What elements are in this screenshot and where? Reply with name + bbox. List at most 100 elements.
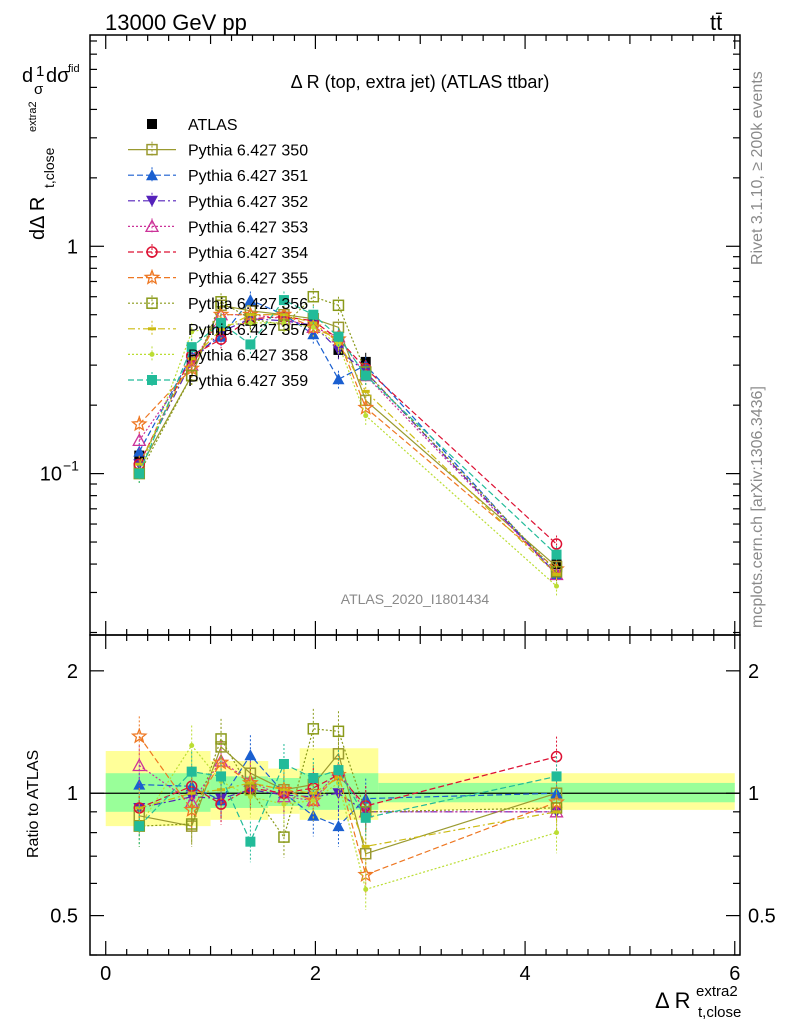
plot-title-text: Δ R (top, extra jet) (ATLAS ttbar) — [291, 72, 550, 92]
ratio-y-axis-label: Ratio to ATLAS — [25, 750, 42, 858]
ratio-y-tick-label: 0.5 — [50, 906, 78, 928]
ratio-line-3 — [138, 760, 557, 813]
legend-label: Pythia 6.427 351 — [188, 168, 308, 185]
legend-item-1: Pythia 6.427 350 — [128, 141, 308, 160]
y-tick-label: 1 — [67, 236, 78, 258]
legend-item-8: Pythia 6.427 357 — [128, 320, 308, 339]
data-point — [363, 413, 369, 419]
data-point — [307, 290, 320, 303]
ratio-point — [134, 821, 145, 832]
data-point — [185, 369, 198, 382]
header-energy-label: 13000 GeV pp — [105, 10, 247, 35]
series-line-7 — [138, 296, 557, 573]
data-point — [245, 339, 256, 350]
legend-marker — [149, 351, 155, 357]
ratio-point — [216, 771, 227, 782]
main-y-axis-label: d 1 σ dσ fid — [22, 63, 80, 98]
legend-marker — [146, 143, 158, 156]
ratio-point — [333, 765, 344, 776]
data-point — [308, 309, 319, 320]
legend-label: Pythia 6.427 357 — [188, 322, 308, 339]
ratio-point — [363, 886, 369, 892]
legend-label: Pythia 6.427 359 — [188, 373, 308, 390]
header-process-label: tt̄ — [710, 10, 722, 35]
legend-item-3: Pythia 6.427 352 — [128, 192, 308, 211]
data-point — [360, 370, 371, 381]
ylabel-top-dsigma: dσ — [46, 65, 70, 87]
ylabel-bottom-sub: t,close — [41, 147, 57, 188]
legend-marker — [147, 119, 157, 129]
legend-marker — [144, 219, 160, 233]
data-point — [216, 317, 227, 328]
ratio-point — [244, 749, 257, 761]
main-plot: 10 −1 1 — [40, 34, 741, 636]
series-line-3 — [138, 318, 557, 575]
ratio-point — [554, 830, 560, 836]
legend-label: Pythia 6.427 355 — [188, 271, 308, 288]
legend-marker — [146, 169, 158, 181]
data-point — [247, 320, 253, 326]
data-point — [187, 357, 196, 361]
legend-item-10: Pythia 6.427 359 — [128, 372, 308, 390]
ylabel-bottom: dΔ R — [27, 197, 49, 240]
legend-label: Pythia 6.427 352 — [188, 194, 308, 211]
legend-item-6: Pythia 6.427 355 — [128, 268, 308, 288]
x-tick-label: 6 — [729, 963, 740, 985]
ratio-point — [361, 844, 370, 848]
ratio-point — [189, 743, 195, 749]
xlabel-main: Δ R — [655, 988, 690, 1013]
ylabel-top-sigma: σ — [34, 81, 44, 98]
data-point — [361, 389, 370, 393]
legend-marker — [147, 375, 157, 385]
data-point — [552, 572, 561, 576]
ratio-point — [552, 810, 561, 814]
data-point — [304, 318, 322, 335]
ratio-point — [245, 836, 256, 847]
data-point — [132, 433, 147, 447]
mcplots-source-label: mcplots.cern.ch [arXiv:1306.3436] — [749, 386, 766, 628]
ratio-point — [132, 758, 147, 772]
ratio-point — [281, 801, 287, 807]
legend-marker — [146, 195, 158, 207]
legend-label: Pythia 6.427 358 — [188, 347, 308, 364]
legend-label: ATLAS — [188, 117, 238, 134]
ratio-point — [332, 788, 345, 800]
x-tick-label: 0 — [100, 963, 111, 985]
data-point — [281, 320, 287, 326]
ratio-point — [246, 781, 255, 785]
ratio-point — [247, 794, 253, 800]
data-point — [133, 445, 146, 457]
series-10 — [134, 291, 562, 564]
ratio-series-8 — [136, 725, 560, 910]
ratio-point — [308, 773, 319, 784]
ylabel-bottom-sup: extra2 — [27, 101, 39, 132]
data-point — [357, 398, 375, 415]
legend-marker — [146, 297, 158, 309]
ratio-frame — [89, 634, 741, 956]
legend-item-9: Pythia 6.427 358 — [128, 346, 308, 364]
ratio-point — [278, 758, 289, 769]
ratio-point — [334, 776, 343, 780]
legend-item-4: Pythia 6.427 353 — [128, 218, 308, 236]
data-point — [551, 549, 562, 560]
series-5 — [133, 308, 563, 554]
data-point — [244, 294, 257, 306]
data-point — [186, 342, 197, 353]
x-tick-label: 2 — [310, 963, 321, 985]
ratio-point — [215, 733, 227, 745]
legend-label: Pythia 6.427 350 — [188, 143, 308, 160]
plot-title: Δ R (top, extra jet) (ATLAS ttbar) — [291, 72, 550, 92]
legend-marker — [146, 246, 158, 258]
data-point — [241, 305, 259, 322]
ratio-point — [360, 812, 371, 823]
analysis-watermark: ATLAS_2020_I1801434 — [341, 591, 490, 607]
ratio-point — [187, 791, 196, 795]
ratio-point — [130, 727, 148, 744]
data-point — [554, 583, 560, 589]
ratio-point — [332, 820, 345, 832]
ratio-plot: 0 2 4 6 0.5 0.5 1 1 2 2 — [50, 634, 776, 985]
legend-marker — [148, 327, 156, 331]
ratio-point — [186, 766, 197, 777]
ratio-y-tick-label: 2 — [67, 661, 78, 683]
